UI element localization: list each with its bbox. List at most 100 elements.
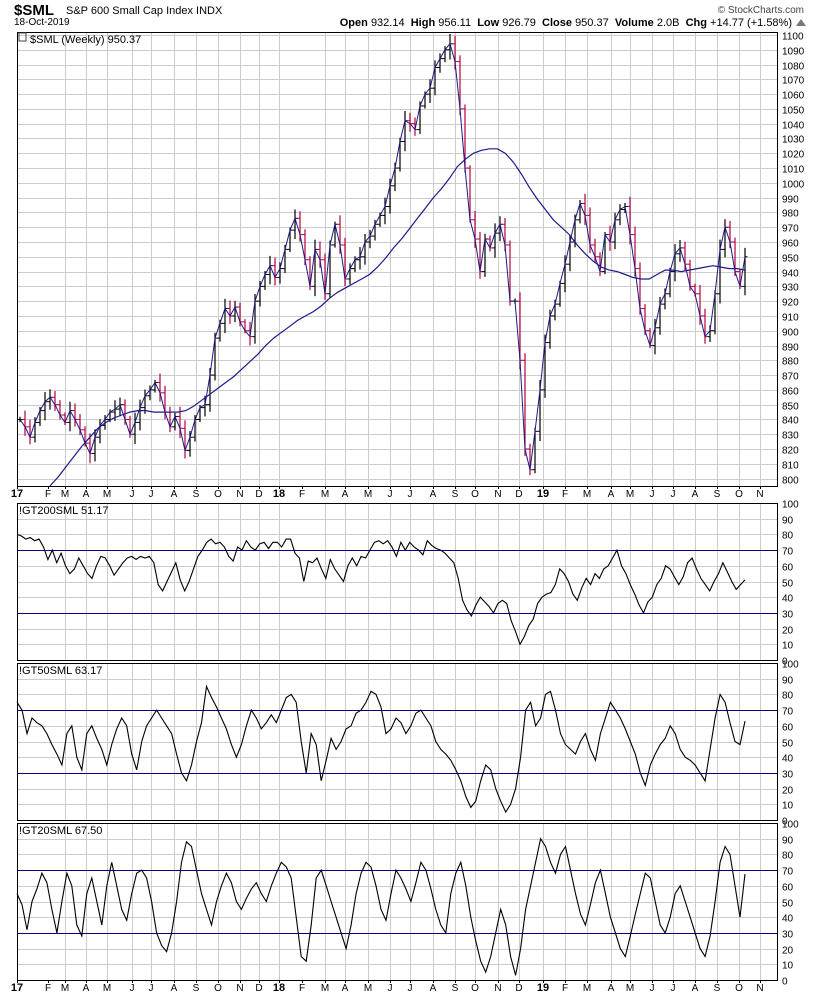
y-tick-label: 840 [782, 416, 799, 427]
x-month-label: O [735, 983, 743, 994]
brand-label[interactable]: © StockCharts.com [717, 5, 804, 16]
y-tick-label: 50 [782, 899, 794, 910]
y-tick-label: 1050 [782, 106, 805, 117]
x-month-label: D [255, 983, 262, 994]
x-month-label: M [321, 983, 329, 994]
y-tick-label: 1100 [782, 32, 804, 43]
y-tick-label: 0 [782, 817, 788, 828]
y-tick-label: 1020 [782, 150, 805, 161]
x-month-label: A [692, 983, 699, 994]
x-month-label: A [83, 983, 90, 994]
y-tick-label: 910 [782, 313, 799, 324]
y-tick-label: 810 [782, 461, 799, 472]
y-tick-label: 100 [782, 500, 799, 511]
y-tick-label: 50 [782, 739, 794, 750]
y-tick-label: 20 [782, 786, 794, 797]
x-month-label: A [608, 489, 615, 500]
y-tick-label: 80 [782, 691, 794, 702]
y-tick-label: 90 [782, 836, 794, 847]
x-month-label: D [515, 489, 522, 500]
x-month-label: M [321, 489, 329, 500]
x-month-label: O [214, 983, 222, 994]
x-month-label: J [650, 489, 655, 500]
x-month-label: A [608, 983, 615, 994]
symbol-label: $SML [14, 2, 55, 19]
x-month-label: M [583, 983, 591, 994]
x-month-label: N [494, 489, 501, 500]
y-tick-label: 830 [782, 431, 799, 442]
y-tick-label: 1060 [782, 91, 805, 102]
x-month-label: J [408, 489, 413, 500]
x-month-label: A [342, 983, 349, 994]
change-value: +14.77 (+1.58%) [710, 17, 792, 29]
y-tick-label: 860 [782, 387, 799, 398]
collapse-triangle-icon[interactable] [796, 19, 806, 26]
y-tick-label: 1080 [782, 62, 805, 73]
y-tick-label: 950 [782, 254, 799, 265]
x-month-label: J [130, 983, 135, 994]
close-label: Close [542, 17, 572, 29]
x-month-label: N [236, 489, 243, 500]
y-tick-label: 920 [782, 298, 799, 309]
close-value: 950.37 [575, 17, 609, 29]
header-row-2: 18-Oct-2019 Open 932.14 High 956.11 Low … [0, 16, 820, 32]
y-tick-label: 30 [782, 770, 794, 781]
y-tick-label: 80 [782, 531, 794, 542]
x-month-label: S [452, 983, 459, 994]
x-month-label: N [494, 983, 501, 994]
x-month-label: J [671, 983, 676, 994]
x-month-label: S [193, 489, 200, 500]
y-tick-label: 1030 [782, 135, 805, 146]
x-month-label: F [45, 489, 51, 500]
y-tick-label: 820 [782, 446, 799, 457]
y-tick-label: 960 [782, 239, 799, 250]
x-month-label: J [408, 983, 413, 994]
x-month-label: A [342, 489, 349, 500]
y-tick-label: 10 [782, 641, 794, 652]
y-tick-label: 100 [782, 820, 799, 831]
x-month-label: O [471, 489, 479, 500]
y-tick-label: 50 [782, 579, 794, 590]
x-month-label: F [562, 983, 568, 994]
high-label: High [410, 17, 436, 29]
indicator-line-1 [16, 533, 746, 646]
y-tick-label: 10 [782, 961, 794, 972]
x-month-label: M [626, 983, 634, 994]
y-tick-label: 930 [782, 283, 799, 294]
x-month-label: J [388, 489, 393, 500]
x-month-label: S [452, 489, 459, 500]
y-tick-label: 30 [782, 610, 794, 621]
x-month-label: J [388, 983, 393, 994]
panel-title-0: $SML (Weekly) 950.37 [30, 34, 141, 46]
y-tick-label: 100 [782, 660, 799, 671]
y-tick-label: 0 [782, 977, 788, 988]
x-month-label: N [756, 489, 763, 500]
x-year-label: 18 [273, 982, 285, 994]
y-tick-label: 60 [782, 723, 794, 734]
x-month-label: S [714, 983, 721, 994]
x-year-label: 17 [11, 488, 23, 500]
y-tick-label: 40 [782, 754, 794, 765]
panel-title-3: !GT20SML 67.50 [19, 825, 102, 837]
x-month-label: M [364, 489, 372, 500]
x-month-label: O [471, 983, 479, 994]
y-tick-label: 940 [782, 269, 799, 280]
low-label: Low [477, 17, 500, 29]
y-tick-label: 90 [782, 516, 794, 527]
x-month-label: J [149, 983, 154, 994]
y-tick-label: 20 [782, 626, 794, 637]
y-tick-label: 60 [782, 883, 794, 894]
indicator-line-2 [16, 684, 746, 814]
x-month-label: O [735, 489, 743, 500]
x-month-label: S [714, 489, 721, 500]
x-month-label: F [45, 983, 51, 994]
open-label: Open [339, 17, 368, 29]
chart-settings-icon [18, 32, 27, 42]
x-month-label: J [650, 983, 655, 994]
x-year-label: 17 [11, 982, 23, 994]
y-tick-label: 1090 [782, 47, 805, 58]
y-tick-label: 1070 [782, 76, 805, 87]
x-month-label: A [171, 983, 178, 994]
x-month-label: S [193, 983, 200, 994]
